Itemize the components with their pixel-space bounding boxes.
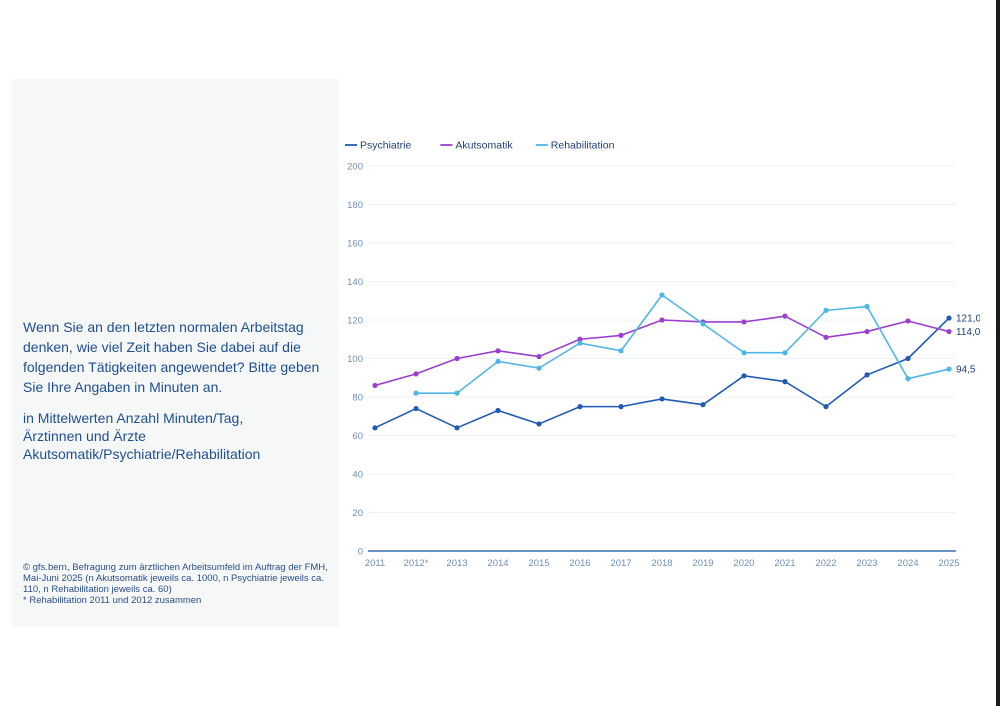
data-label: 121,0 (956, 314, 980, 325)
series-line (374, 317, 950, 429)
data-point (454, 355, 460, 362)
data-point (782, 350, 788, 356)
measure-line: in Mittelwerten Anzahl Minuten/Tag, (23, 410, 244, 426)
data-point (823, 404, 829, 410)
data-point (741, 350, 747, 356)
data-point (823, 307, 829, 313)
data-point (905, 355, 911, 362)
data-point (741, 319, 747, 325)
data-point (700, 402, 706, 408)
series-line (416, 294, 950, 394)
x-tick-label: 2017 (610, 558, 631, 569)
legend-label: Akutsomatik (455, 140, 513, 152)
x-tick-label: 2016 (569, 558, 590, 569)
x-tick-label: 2018 (651, 558, 672, 569)
data-point (372, 382, 378, 389)
data-point (741, 373, 747, 379)
y-tick-label: 100 (347, 354, 363, 365)
line-chart: 0 20 40 60 80 100 120 140 160 180 200 2011 2012* 2013… (345, 140, 980, 569)
legend-item: Akutsomatik (440, 140, 513, 152)
x-tick-label: 2022 (815, 558, 836, 569)
data-point (864, 328, 870, 335)
data-point (946, 315, 952, 321)
data-label: 94,5 (956, 365, 976, 376)
data-point (659, 317, 665, 323)
data-point (659, 292, 665, 298)
data-point (536, 353, 542, 360)
source-text: © gfs.bern, Befragung zum ärztlichen Arb… (23, 562, 328, 595)
window-edge (996, 0, 1000, 706)
data-point (577, 404, 583, 410)
measure-line: Akutsomatik/Psychiatrie/Rehabilitation (23, 446, 261, 462)
y-tick-label: 180 (347, 200, 363, 211)
series-line (374, 315, 950, 387)
source-note: © gfs.bern, Befragung zum ärztlichen Arb… (23, 562, 335, 606)
x-tick-label: 2025 (938, 558, 959, 569)
data-point (413, 371, 419, 377)
data-point (536, 365, 542, 371)
y-tick-label: 20 (352, 508, 363, 519)
x-tick-label: 2014 (487, 558, 508, 569)
data-point (454, 425, 460, 431)
y-tick-label: 200 (347, 162, 363, 173)
info-panel: Wenn Sie an den letzten normalen Arbeits… (12, 79, 338, 627)
data-point (495, 348, 501, 354)
data-point (413, 405, 419, 412)
x-tick-label: 2021 (774, 558, 795, 569)
y-tick-label: 0 (358, 547, 363, 558)
x-tick-label: 2024 (897, 558, 918, 569)
data-point (905, 376, 911, 382)
measure-line: Ärztinnen und Ärzte (23, 428, 146, 444)
data-point (577, 340, 583, 346)
data-point (864, 303, 870, 310)
data-point (372, 425, 378, 431)
data-point (946, 328, 952, 335)
data-point (618, 404, 624, 410)
y-tick-label: 120 (347, 316, 363, 327)
data-point (618, 348, 624, 354)
data-point (905, 318, 911, 324)
measure-description: in Mittelwerten Anzahl Minuten/Tag, Ärzt… (23, 409, 331, 463)
legend-label: Rehabilitation (551, 140, 615, 152)
data-point (700, 321, 706, 327)
x-tick-label: 2012* (404, 558, 429, 569)
data-point (618, 332, 624, 338)
legend-item: Rehabilitation (535, 140, 615, 152)
footnote-text: * Rehabilitation 2011 und 2012 zusammen (23, 595, 202, 606)
legend-item: Psychiatrie (345, 140, 412, 152)
data-point (495, 407, 501, 414)
x-tick-label: 2023 (856, 558, 877, 569)
legend-label: Psychiatrie (360, 140, 412, 152)
y-tick-label: 40 (352, 470, 363, 481)
x-tick-label: 2015 (528, 558, 549, 569)
data-point (536, 421, 542, 427)
data-point (823, 334, 829, 340)
x-tick-label: 2019 (692, 558, 713, 569)
data-point (454, 390, 460, 396)
data-point (659, 396, 665, 402)
data-point (413, 390, 419, 396)
data-point (577, 336, 583, 342)
y-tick-label: 60 (352, 431, 363, 442)
data-point (946, 366, 952, 372)
data-point (495, 358, 501, 364)
x-tick-label: 2011 (365, 558, 385, 569)
data-point (864, 372, 870, 378)
data-label: 114,0 (956, 327, 980, 338)
y-tick-label: 160 (347, 239, 363, 250)
data-point (782, 313, 788, 319)
survey-question: Wenn Sie an den letzten normalen Arbeits… (23, 319, 320, 395)
x-tick-label: 2013 (446, 558, 467, 569)
y-tick-label: 140 (347, 277, 363, 288)
y-tick-label: 80 (352, 393, 363, 404)
x-tick-label: 2020 (733, 558, 754, 569)
data-point (782, 379, 788, 385)
